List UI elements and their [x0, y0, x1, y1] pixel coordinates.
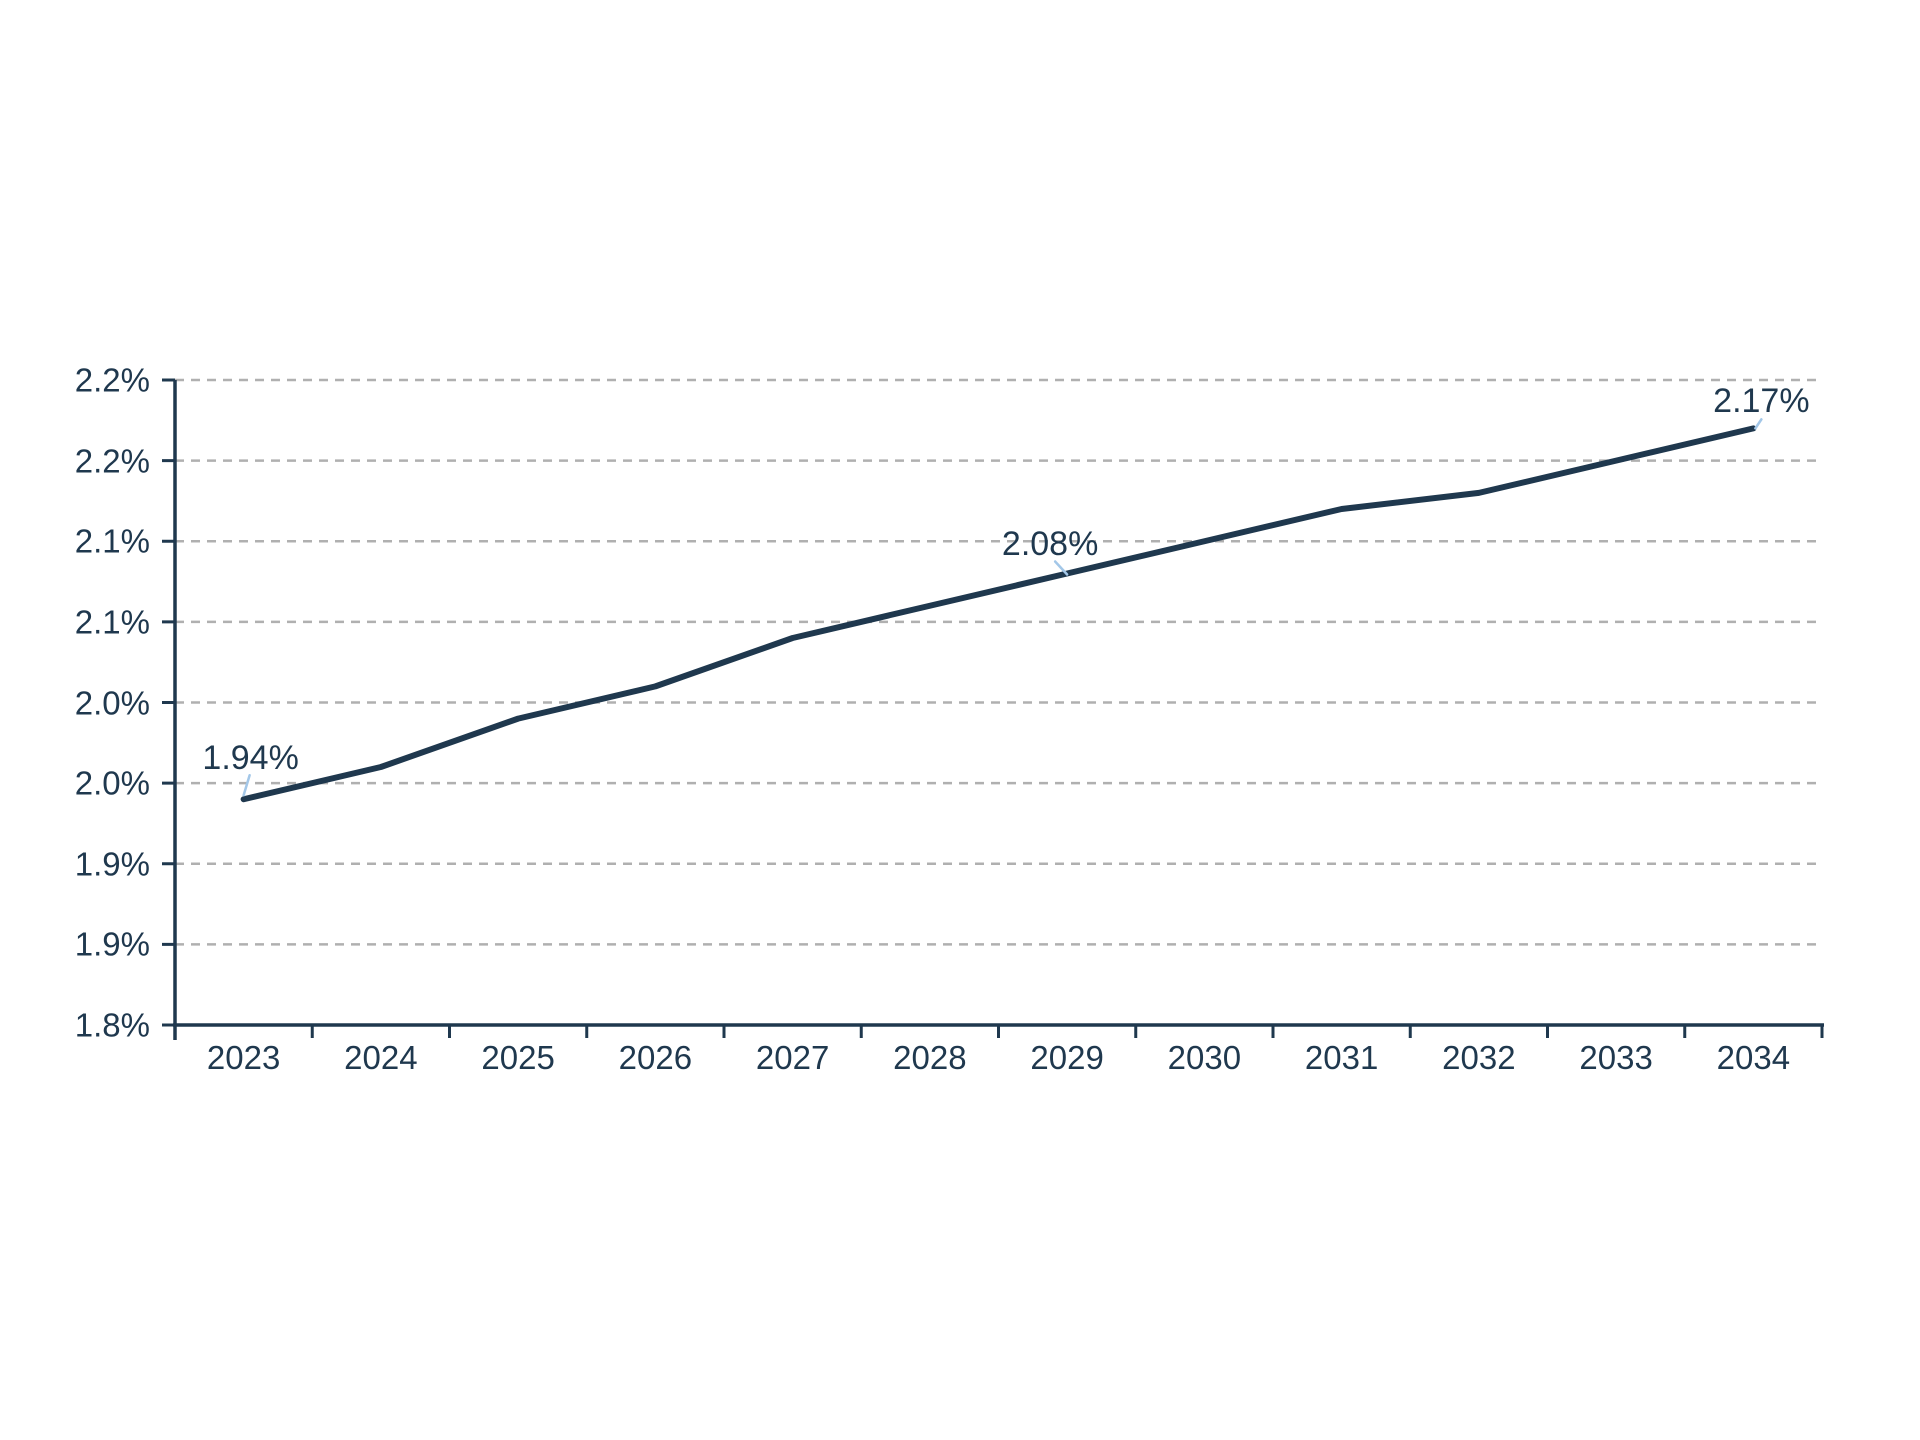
series-line — [240, 425, 1757, 803]
callout-leader-line — [1053, 560, 1069, 576]
callout-leader-line — [1754, 418, 1763, 430]
callout-leader-line — [242, 774, 251, 797]
